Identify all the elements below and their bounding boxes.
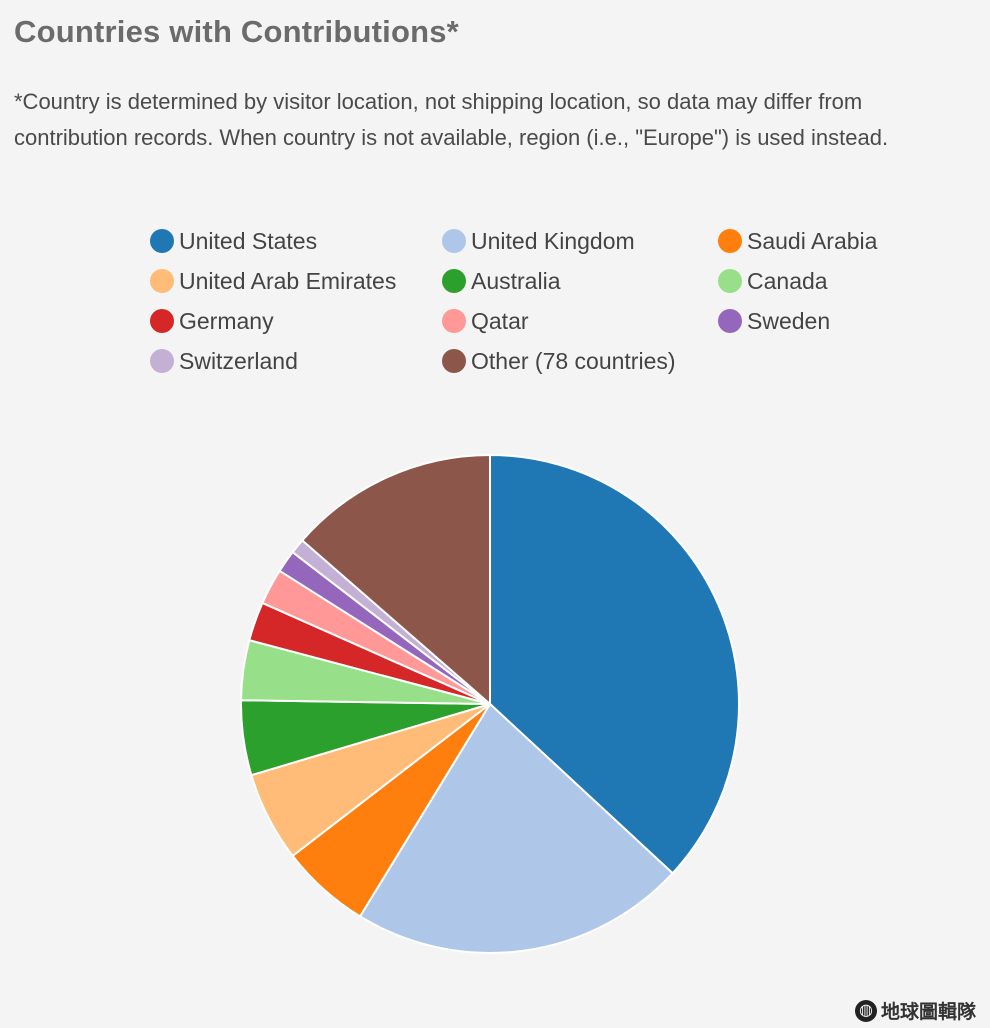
legend-label: Qatar xyxy=(471,307,529,334)
legend-item[interactable]: Switzerland xyxy=(150,344,442,378)
legend-item[interactable]: United Arab Emirates xyxy=(150,264,442,298)
pie-slice-united-states[interactable] xyxy=(489,454,740,875)
legend-item[interactable]: United Kingdom xyxy=(442,224,718,258)
legend: United States United Kingdom Saudi Arabia U… xyxy=(150,224,910,384)
legend-item[interactable]: Saudi Arabia xyxy=(718,224,898,258)
legend-label: Australia xyxy=(471,267,561,294)
legend-swatch xyxy=(442,269,466,293)
legend-item[interactable]: Canada xyxy=(718,264,898,298)
chart-title: Countries with Contributions* xyxy=(14,14,459,49)
legend-label: Other (78 countries) xyxy=(471,347,676,374)
legend-swatch xyxy=(150,229,174,253)
pie-slice-other-78-countries[interactable] xyxy=(301,454,491,705)
pie-chart-container xyxy=(230,444,750,964)
legend-swatch xyxy=(718,309,742,333)
legend-item[interactable]: Germany xyxy=(150,304,442,338)
legend-label: United Arab Emirates xyxy=(179,267,397,294)
legend-item[interactable]: Other (78 countries) xyxy=(442,344,718,378)
legend-swatch xyxy=(150,309,174,333)
globe-icon: ◍ xyxy=(854,999,877,1022)
legend-swatch xyxy=(150,269,174,293)
legend-item[interactable]: Qatar xyxy=(442,304,718,338)
legend-swatch xyxy=(442,229,466,253)
legend-label: United States xyxy=(179,227,318,254)
legend-label: Canada xyxy=(747,267,828,294)
pie-slice-united-kingdom[interactable] xyxy=(359,703,674,954)
legend-swatch xyxy=(718,229,742,253)
legend-swatch xyxy=(718,269,742,293)
legend-swatch xyxy=(442,309,466,333)
watermark-text: 地球圖輯隊 xyxy=(880,1002,976,1023)
legend-label: Germany xyxy=(179,307,274,334)
legend-item[interactable]: United States xyxy=(150,224,442,258)
legend-swatch xyxy=(442,349,466,373)
legend-label: Sweden xyxy=(747,307,831,334)
legend-item[interactable]: Sweden xyxy=(718,304,898,338)
pie-chart xyxy=(240,454,740,954)
location-note: *Country is determined by visitor locati… xyxy=(14,89,889,150)
legend-label: Saudi Arabia xyxy=(747,227,878,254)
legend-item[interactable]: Australia xyxy=(442,264,718,298)
watermark: ◍ 地球圖輯隊 xyxy=(854,997,976,1024)
legend-label: Switzerland xyxy=(179,347,298,374)
legend-swatch xyxy=(150,349,174,373)
legend-label: United Kingdom xyxy=(471,227,635,254)
